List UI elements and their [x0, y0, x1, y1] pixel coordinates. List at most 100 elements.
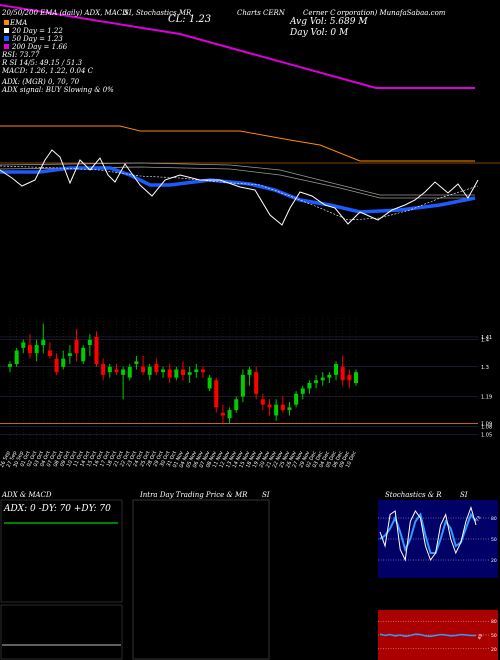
- price-tick-label: 1.19: [481, 395, 492, 401]
- candle-body: [207, 377, 212, 389]
- candle-body: [101, 364, 106, 375]
- adx-panel: ADX & MACD ADX: 0 -DY: 70 +DY: 70: [0, 491, 123, 660]
- avg-volume: Avg Vol: 5.689 M: [289, 17, 368, 27]
- intraday-title-b: SI: [262, 491, 270, 499]
- rsi-tick-label: 50: [491, 633, 497, 639]
- candle-body: [94, 336, 99, 365]
- legend-200: 200 Day = 1.66: [11, 43, 68, 51]
- candle-body: [294, 393, 299, 405]
- candle-body: [260, 399, 265, 405]
- stoch-tick-label: 80: [491, 516, 497, 522]
- candle-body: [8, 364, 12, 367]
- signal-line: [0, 165, 479, 221]
- ema-line: [0, 4, 475, 89]
- candle-body: [47, 350, 52, 356]
- price-tick-label: 1.3: [481, 365, 489, 371]
- candle-body: [187, 372, 192, 375]
- rsi-line: [379, 633, 476, 638]
- candle-body: [240, 374, 245, 397]
- header: 20/50/200 EMA (daily) ADX, MACD SI, Stoc…: [1, 9, 446, 94]
- candle-body: [314, 380, 319, 383]
- candle-body: [174, 369, 179, 378]
- header-title-b: SI, Stochastics MR: [124, 9, 192, 17]
- stoch-panel: Stochastics & R SI 80 50 20 73 80 50 20 49: [378, 491, 498, 660]
- legend-20: 20 Day = 1.22: [11, 27, 63, 35]
- candle-body: [220, 412, 225, 416]
- candle-body: [287, 407, 292, 411]
- stoch-tick-label: 50: [491, 537, 497, 543]
- stoch-title: Stochastics & R: [385, 491, 442, 499]
- candle-body: [81, 347, 86, 362]
- sma-grey-line-2: [0, 166, 475, 199]
- ema-legend-swatch: [4, 20, 9, 25]
- adx-signal: ADX signal: BUY Slowing & 0%: [1, 86, 114, 94]
- date-tick-label: 26 Sep: [0, 450, 12, 468]
- ma20-line: [0, 149, 479, 226]
- stoch-k-line: [379, 505, 477, 562]
- candle-body: [274, 404, 279, 416]
- candle-body: [354, 372, 358, 383]
- ma50-legend-swatch: [4, 36, 9, 41]
- macd-subpanel: [0, 604, 123, 660]
- candle-body: [34, 345, 39, 354]
- ma-panel: [0, 4, 500, 226]
- candle-body: [347, 374, 352, 381]
- candle-body: [54, 358, 59, 373]
- stoch-title-b: SI: [460, 491, 468, 499]
- legend-50: 50 Day = 1.23: [12, 35, 63, 43]
- header-title-e: orporation) MunafaSabaa.com: [337, 9, 446, 17]
- price-tick-label: 1.4: [481, 338, 489, 344]
- header-title-d: Cerner C: [303, 9, 336, 17]
- candle-body: [161, 369, 166, 373]
- rsi-value-label: 49: [477, 633, 485, 641]
- intraday-box: [132, 499, 270, 660]
- price-tick-label: 1.08: [481, 424, 492, 430]
- adx-values: ADX: 0 -DY: 70 +DY: 70: [3, 504, 111, 514]
- candle-body: [320, 377, 325, 381]
- ma50-line: [0, 166, 476, 214]
- candle-body: [227, 410, 232, 419]
- ma20-legend-swatch: [4, 28, 9, 33]
- stoch-lines: 80 50 20 73 80 50 20 49: [378, 505, 497, 653]
- price-panel: 1.411.4 1.3 1.19 1.091.08 1.05: [0, 318, 492, 445]
- stoch-value-label: 73: [475, 515, 483, 523]
- candle-body: [234, 399, 239, 411]
- candle-body: [327, 374, 332, 378]
- legend-ema: EMA: [9, 19, 27, 27]
- candle-body: [127, 366, 132, 378]
- macd-readout: MACD: 1.26, 1.22, 0.04 C: [1, 67, 94, 75]
- candle-body: [307, 383, 312, 389]
- candle-body: [87, 339, 92, 346]
- sma-grey-line-1: [0, 162, 475, 196]
- candle-body: [300, 388, 305, 394]
- candle-body: [200, 369, 205, 373]
- candle-body: [181, 369, 185, 375]
- candle-body: [134, 361, 139, 365]
- stoch-tick-label: 20: [491, 558, 497, 564]
- candle-body: [41, 339, 46, 346]
- intraday-title: Intra Day Trading Price & MR: [139, 491, 248, 499]
- candle-body: [107, 366, 112, 373]
- candle-body: [141, 366, 146, 373]
- candle-body: [121, 369, 126, 375]
- candle-body: [147, 366, 152, 375]
- candle-body: [27, 345, 32, 354]
- candle-body: [334, 364, 339, 375]
- adx-panel-title: ADX & MACD: [1, 491, 52, 499]
- candle-body: [21, 342, 26, 348]
- rsi-readout: RSI: 73.77: [1, 51, 40, 59]
- day-volume: Day Vol: 0 M: [289, 28, 349, 38]
- ma200-line: [0, 125, 475, 162]
- candle-body: [74, 339, 79, 354]
- candle-body: [194, 369, 199, 373]
- candle-body: [340, 366, 345, 381]
- candle-body: [67, 353, 72, 356]
- candle-body: [14, 350, 19, 365]
- rsi-tick-label: 80: [491, 619, 497, 625]
- price-tick-label: 1.09: [481, 422, 492, 428]
- candle-body: [114, 369, 119, 373]
- price-tick-label: 1.41: [481, 335, 492, 341]
- candle-body: [247, 369, 252, 375]
